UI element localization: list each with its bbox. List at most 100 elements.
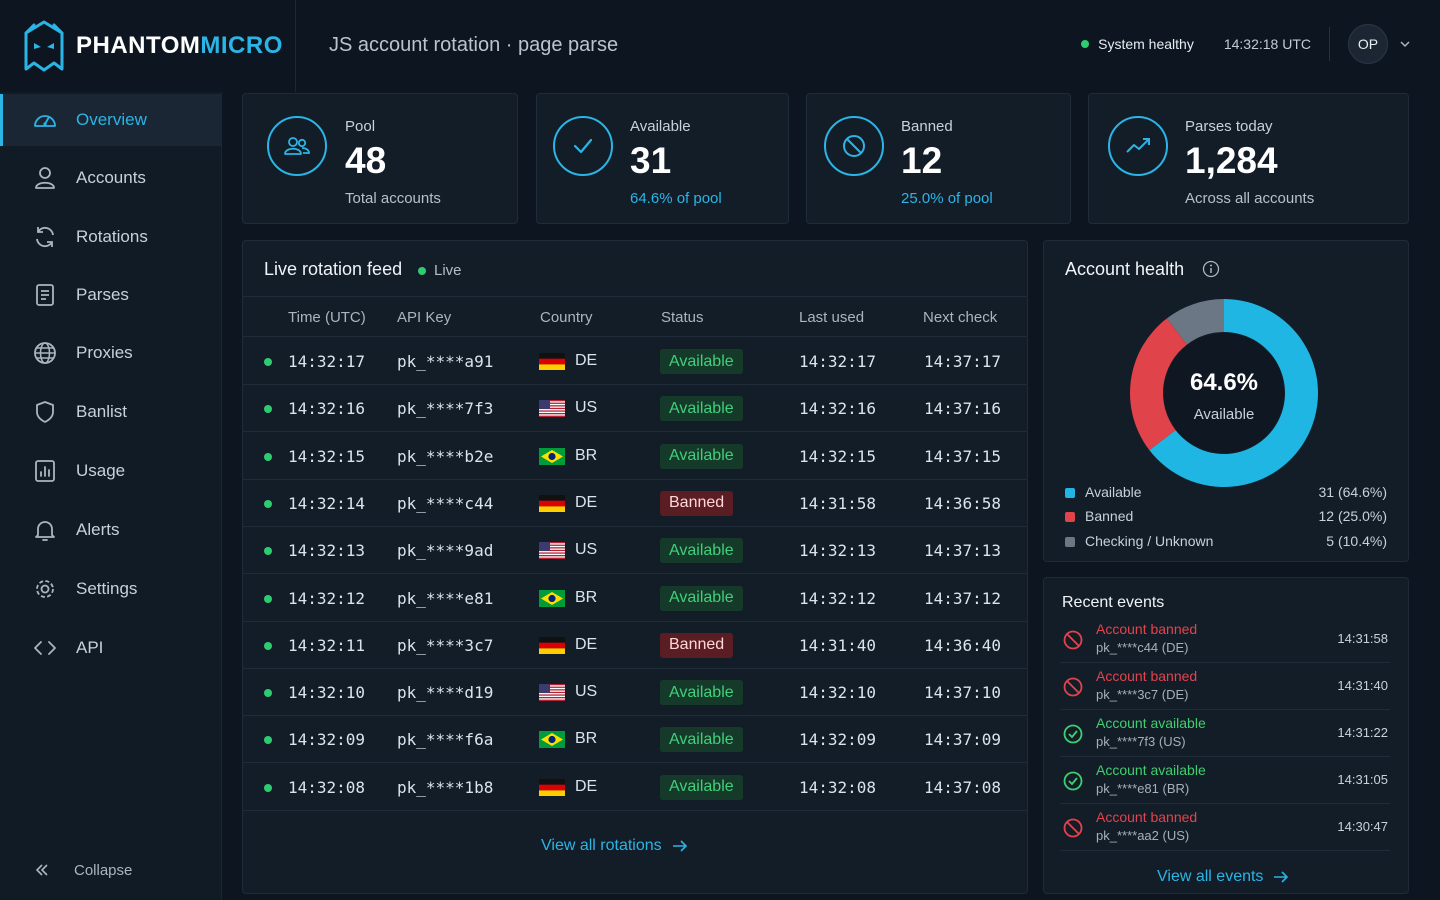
stat-subtext: 25.0% of pool xyxy=(901,190,993,207)
stat-label: Parses today xyxy=(1185,118,1273,135)
table-header: Time (UTC) API Key Country Status Last u… xyxy=(243,296,1027,337)
brand-name: PHANTOMMICRO xyxy=(76,32,283,60)
event-detail: pk_****c44 (DE) xyxy=(1096,640,1189,655)
brand-logo[interactable]: PHANTOMMICRO xyxy=(0,0,296,92)
info-icon[interactable] xyxy=(1202,260,1220,278)
table-row[interactable]: 14:32:13 pk_****9ad US Available 14:32:13 14:… xyxy=(243,527,1027,575)
status-badge: Available xyxy=(660,585,743,611)
table-row[interactable]: 14:32:09 pk_****f6a BR Available 14:32:09 14:… xyxy=(243,716,1027,764)
users-icon xyxy=(267,116,327,176)
cell-last-used: 14:32:13 xyxy=(799,541,877,561)
table-row[interactable]: 14:32:14 pk_****c44 DE Banned 14:31:58 14:36:… xyxy=(243,480,1027,527)
status-badge: Available xyxy=(660,443,743,469)
event-title: Account banned xyxy=(1096,809,1198,825)
donut-segment-2 xyxy=(1166,299,1224,345)
view-all-events-label: View all events xyxy=(1157,868,1264,885)
cell-api-key: pk_****f6a xyxy=(397,730,494,750)
column-header[interactable]: Next check xyxy=(923,309,998,326)
status-dot-icon xyxy=(264,641,272,650)
table-row[interactable]: 14:32:08 pk_****1b8 DE Available 14:32:08 14:… xyxy=(243,764,1027,811)
stat-value: 48 xyxy=(345,140,387,181)
flag-us-icon xyxy=(539,542,565,560)
table-row[interactable]: 14:32:15 pk_****b2e BR Available 14:32:15 14:… xyxy=(243,433,1027,480)
feed-title: Live rotation feed xyxy=(264,259,403,279)
events-title: Recent events xyxy=(1062,594,1165,611)
table-row[interactable]: 14:32:10 pk_****d19 US Available 14:32:10 14:… xyxy=(243,669,1027,717)
legend-name: Available xyxy=(1085,484,1142,500)
event-time: 14:31:58 xyxy=(1337,631,1388,646)
chevron-down-icon[interactable] xyxy=(1400,39,1410,49)
cell-time: 14:32:17 xyxy=(288,352,366,371)
legend-swatch xyxy=(1065,488,1075,498)
event-item[interactable]: Account available pk_****7f3 (US) 14:31:22 xyxy=(1060,710,1390,757)
column-header[interactable]: API Key xyxy=(397,309,452,326)
column-header[interactable]: Time (UTC) xyxy=(288,309,366,326)
cell-next-check: 14:37:09 xyxy=(924,730,1002,750)
cell-time: 14:32:11 xyxy=(288,635,366,655)
system-status: System healthy xyxy=(1098,36,1194,52)
sidebar-item-label: Proxies xyxy=(76,343,133,362)
sidebar-item-overview[interactable]: Overview xyxy=(0,94,222,146)
column-header[interactable]: Last used xyxy=(799,309,865,326)
view-all-rotations-link[interactable]: View all rotations xyxy=(541,837,688,855)
status-badge: Available xyxy=(660,538,743,564)
event-item[interactable]: Account banned pk_****c44 (DE) 14:31:58 xyxy=(1060,616,1390,663)
health-donut-chart xyxy=(1130,299,1318,487)
sidebar-item-label: Overview xyxy=(76,110,147,129)
sidebar-item-settings[interactable]: Settings xyxy=(0,563,222,615)
sidebar-item-parses[interactable]: Parses xyxy=(0,269,222,321)
table-row[interactable]: 14:32:11 pk_****3c7 DE Banned 14:31:40 14:36:… xyxy=(243,622,1027,669)
cell-next-check: 14:37:17 xyxy=(924,352,1002,371)
cell-country: BR xyxy=(575,730,598,748)
sidebar-item-accounts[interactable]: Accounts xyxy=(0,152,222,204)
user-icon xyxy=(35,167,55,189)
sidebar-item-alerts[interactable]: Alerts xyxy=(0,504,222,556)
cell-next-check: 14:37:13 xyxy=(924,541,1002,561)
sidebar-item-rotations[interactable]: Rotations xyxy=(0,211,222,263)
table-row[interactable]: 14:32:16 pk_****7f3 US Available 14:32:16 14:… xyxy=(243,385,1027,433)
ghost-logo-icon xyxy=(24,20,64,72)
cell-last-used: 14:32:08 xyxy=(799,777,877,797)
event-detail: pk_****3c7 (DE) xyxy=(1096,687,1189,702)
stat-subtext: Total accounts xyxy=(345,190,441,207)
sidebar-item-banlist[interactable]: Banlist xyxy=(0,386,222,438)
column-header[interactable]: Status xyxy=(661,309,704,326)
sidebar-item-api[interactable]: API xyxy=(0,622,222,674)
cell-country: DE xyxy=(575,777,598,795)
column-header[interactable]: Country xyxy=(540,309,593,326)
event-item[interactable]: Account banned pk_****aa2 (US) 14:30:47 xyxy=(1060,804,1390,851)
status-dot-icon xyxy=(264,547,272,556)
flag-br-icon xyxy=(539,447,565,465)
health-title: Account health xyxy=(1065,259,1185,279)
gauge-icon xyxy=(34,115,56,127)
legend-swatch xyxy=(1065,512,1075,522)
header-divider xyxy=(1329,27,1330,61)
sidebar-item-label: Banlist xyxy=(76,402,128,421)
cell-last-used: 14:32:16 xyxy=(799,399,877,419)
stat-label: Pool xyxy=(345,118,376,135)
table-row[interactable]: 14:32:12 pk_****e81 BR Available 14:32:12 14:… xyxy=(243,575,1027,622)
donut-segment-0 xyxy=(1149,299,1318,487)
collapse-sidebar-button[interactable]: Collapse xyxy=(32,860,132,880)
event-item[interactable]: Account available pk_****e81 (BR) 14:31:05 xyxy=(1060,757,1390,804)
user-avatar[interactable]: OP xyxy=(1348,24,1388,64)
event-time: 14:31:05 xyxy=(1337,772,1388,787)
stat-value: 31 xyxy=(630,140,672,181)
check-circle-icon xyxy=(1063,771,1083,791)
table-row[interactable]: 14:32:17 pk_****a91 DE Available 14:32:17 14:… xyxy=(243,338,1027,385)
cell-last-used: 14:32:15 xyxy=(799,446,877,466)
sidebar-item-label: API xyxy=(76,638,104,657)
status-badge: Banned xyxy=(660,632,734,658)
sidebar-item-proxies[interactable]: Proxies xyxy=(0,327,222,379)
sidebar-item-usage[interactable]: Usage xyxy=(0,445,222,497)
cell-last-used: 14:32:12 xyxy=(799,588,877,608)
status-badge: Available xyxy=(660,727,743,753)
cell-next-check: 14:37:15 xyxy=(924,446,1002,466)
cell-next-check: 14:36:58 xyxy=(924,493,1002,513)
brand-name-primary: PHANTOM xyxy=(76,32,201,59)
event-item[interactable]: Account banned pk_****3c7 (DE) 14:31:40 xyxy=(1060,663,1390,710)
cell-time: 14:32:13 xyxy=(288,541,366,561)
view-all-events-link[interactable]: View all events xyxy=(1157,868,1289,886)
shield-icon xyxy=(36,401,54,423)
stat-card-available: Available 31 64.6% of pool xyxy=(536,93,789,224)
